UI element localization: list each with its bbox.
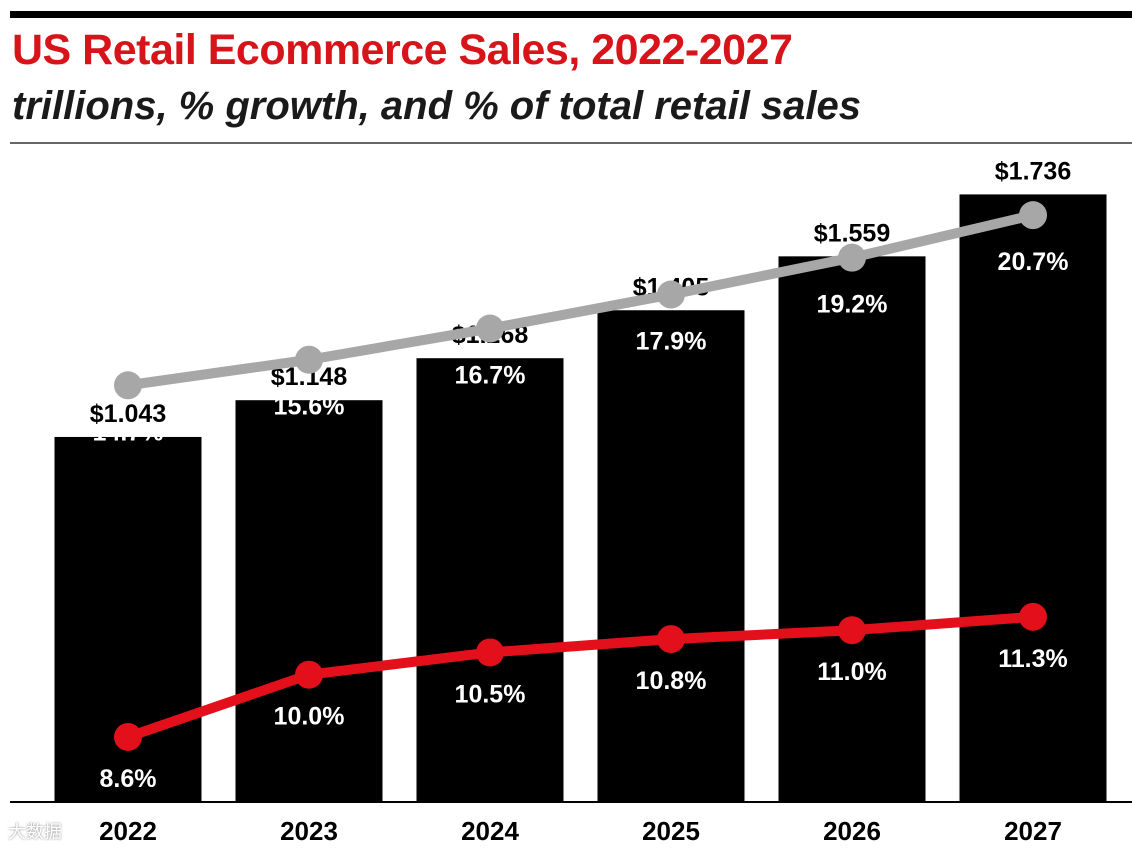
share-point-2025 — [657, 280, 685, 309]
growth-point-2025 — [657, 625, 685, 654]
share-label-2024: 16.7% — [455, 362, 526, 390]
x-tick-label-2025: 2025 — [642, 816, 700, 846]
growth-label-2025: 10.8% — [636, 667, 707, 695]
growth-point-2023 — [295, 660, 323, 689]
x-tick-label-2026: 2026 — [823, 816, 881, 846]
growth-label-2026: 11.0% — [817, 658, 887, 686]
growth-point-2026 — [838, 616, 866, 645]
share-label-2026: 19.2% — [817, 291, 888, 319]
share-point-2024 — [476, 314, 504, 343]
chart-title: US Retail Ecommerce Sales, 2022-2027 — [12, 26, 793, 74]
share-point-2022 — [114, 371, 142, 400]
growth-label-2023: 10.0% — [274, 703, 345, 731]
subtitle-rule — [10, 142, 1132, 144]
bar-2025 — [597, 310, 745, 802]
watermark: 大数据 — [8, 822, 62, 843]
share-point-2026 — [838, 243, 866, 272]
share-label-2025: 17.9% — [636, 328, 707, 356]
bar-value-label-2027: $1.736 — [995, 157, 1071, 185]
bar-2023 — [235, 400, 383, 802]
bar-value-label-2026: $1.559 — [814, 219, 890, 247]
growth-point-2024 — [476, 638, 504, 667]
bar-value-label-2022: $1.043 — [90, 400, 166, 428]
top-rule — [10, 11, 1132, 18]
bar-2024 — [416, 358, 564, 802]
x-tick-label-2027: 2027 — [1004, 816, 1062, 846]
growth-point-2022 — [114, 723, 142, 751]
growth-line — [123, 611, 1038, 742]
x-tick-label-2022: 2022 — [99, 816, 157, 846]
share-point-2027 — [1019, 201, 1047, 230]
x-tick-label-2023: 2023 — [280, 816, 338, 846]
bar-2026 — [778, 256, 926, 803]
growth-label-2022: 8.6% — [100, 765, 157, 793]
x-tick-label-2024: 2024 — [461, 816, 519, 846]
chart-subtitle: trillions, % growth, and % of total reta… — [12, 84, 862, 128]
growth-point-2027 — [1019, 602, 1047, 631]
share-label-2022: 14.7% — [93, 418, 164, 446]
share-line — [123, 210, 1038, 391]
share-label-2023: 15.6% — [274, 393, 345, 421]
bar-2027 — [959, 194, 1107, 802]
share-point-2023 — [295, 345, 323, 374]
growth-label-2027: 11.3% — [998, 645, 1068, 673]
growth-label-2024: 10.5% — [455, 680, 526, 708]
share-label-2027: 20.7% — [998, 248, 1069, 276]
